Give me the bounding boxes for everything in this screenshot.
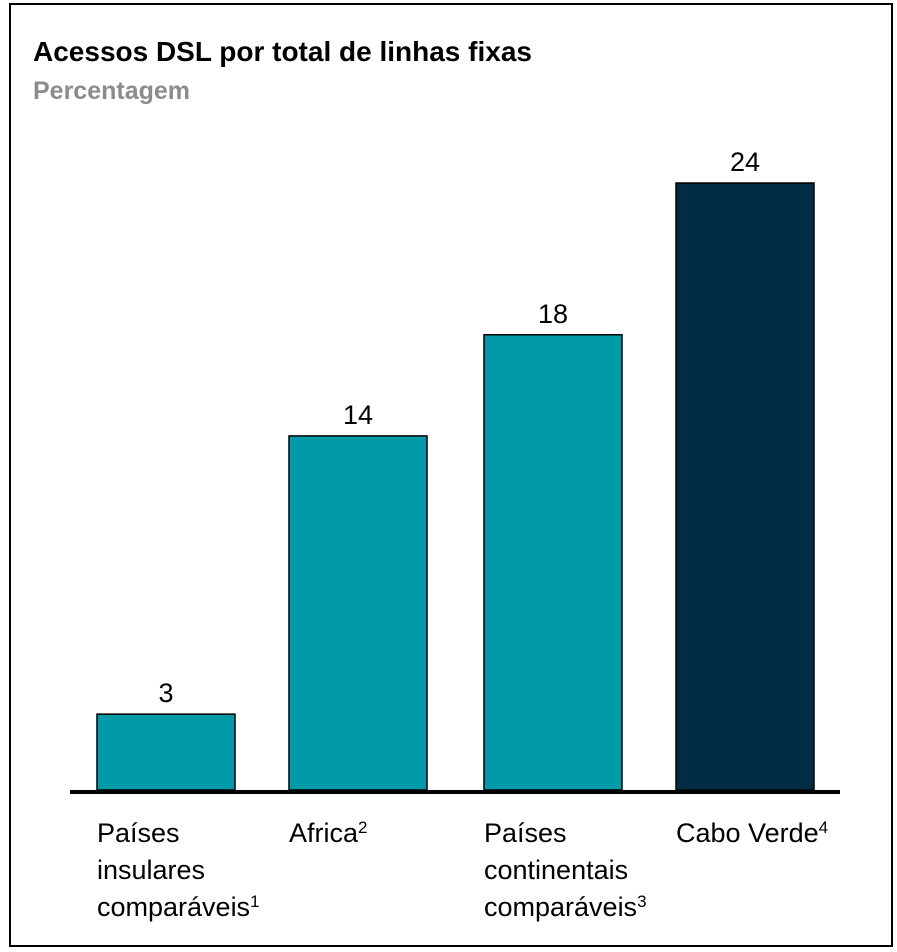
category-label-2: Países continentais comparáveis3 [484,815,647,926]
category-label-1: Africa2 [289,815,368,852]
chart-title: Acessos DSL por total de linhas fixas [33,36,532,67]
bar-1 [288,435,428,791]
value-label-0: 3 [158,678,173,708]
category-label-line: insulares [97,852,260,889]
value-label-2: 18 [538,299,568,329]
category-label-line: Países [484,815,647,852]
category-label-line: Cabo Verde4 [676,815,828,852]
chart-subtitle: Percentagem [33,77,191,105]
value-label-1: 14 [343,400,373,430]
category-label-text: continentais [484,855,629,885]
category-label-text: comparáveis [484,892,638,922]
bar-3 [675,182,815,791]
bar-2 [483,334,623,791]
category-label-3: Cabo Verde4 [676,815,828,852]
category-label-line: comparáveis1 [97,889,260,926]
footnote-marker: 3 [637,892,647,911]
category-label-text: Países [484,818,567,848]
category-label-text: comparáveis [97,892,251,922]
category-label-0: Países insulares comparáveis1 [97,815,260,926]
bar-0 [96,713,236,791]
footnote-marker: 4 [818,818,829,837]
category-label-line: comparáveis3 [484,889,647,926]
category-label-line: continentais [484,852,647,889]
category-label-text: Cabo Verde [676,818,819,848]
category-label-text: insulares [97,855,206,885]
category-label-text: Africa [289,818,359,848]
category-label-line: Africa2 [289,815,368,852]
value-label-3: 24 [730,147,760,177]
category-label-text: Países [97,818,180,848]
category-label-line: Países [97,815,260,852]
footnote-marker: 2 [358,818,368,837]
footnote-marker: 1 [250,892,260,911]
